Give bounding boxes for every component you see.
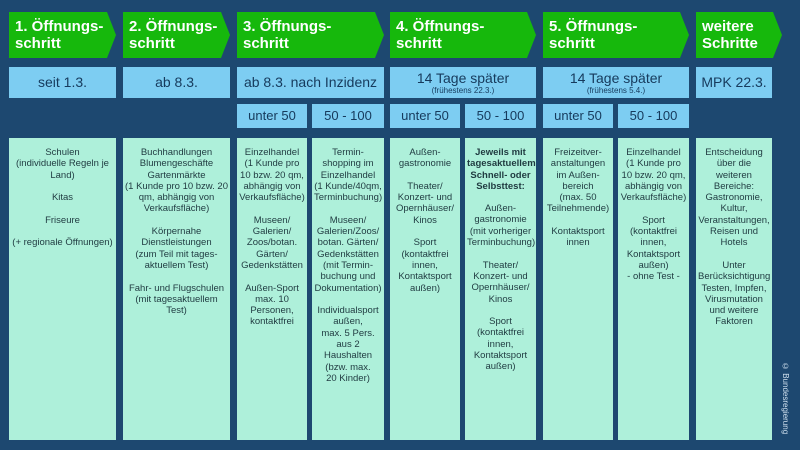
measures-box: Einzelhandel (1 Kunde pro 10 bzw. 20 qm,… — [237, 138, 307, 440]
step-date: ab 8.3. nach Inzidenz — [237, 67, 384, 98]
date-label: 14 Tage später — [569, 69, 663, 86]
measures-box: Entscheidung über die weiteren Bereiche:… — [696, 138, 772, 440]
step-date: seit 1.3. — [9, 67, 116, 98]
step-date: 14 Tage später (frühestens 22.3.) — [390, 67, 536, 98]
step-header: 2. Öffnungs- schritt — [123, 12, 230, 58]
date-note: (frühestens 22.3.) — [431, 85, 495, 95]
step-header: 4. Öffnungs- schritt — [390, 12, 536, 58]
date-label: 14 Tage später — [416, 69, 510, 86]
step-date: 14 Tage später (frühestens 5.4.) — [543, 67, 689, 98]
measures-box: Termin- shopping im Einzelhandel (1 Kund… — [312, 138, 384, 440]
step-header: 5. Öffnungs- schritt — [543, 12, 689, 58]
incidence-label: unter 50 — [237, 104, 307, 128]
incidence-label: 50 - 100 — [465, 104, 536, 128]
incidence-label: unter 50 — [543, 104, 613, 128]
step-header: 3. Öffnungs- schritt — [237, 12, 384, 58]
test-requirement: Jeweils mit tagesaktuellem Schnell- oder… — [467, 147, 536, 192]
date-note: (frühestens 5.4.) — [586, 85, 646, 95]
measures-box: Einzelhandel (1 Kunde pro 10 bzw. 20 qm,… — [618, 138, 689, 440]
incidence-label: 50 - 100 — [618, 104, 689, 128]
step-date: MPK 22.3. — [696, 67, 772, 98]
step-date: ab 8.3. — [123, 67, 230, 98]
copyright: © Bundesregierung — [781, 362, 790, 435]
incidence-label: 50 - 100 — [312, 104, 384, 128]
date-label: seit 1.3. — [37, 74, 88, 90]
measures-box: Jeweils mit tagesaktuellem Schnell- oder… — [465, 138, 536, 440]
date-label: ab 8.3. nach Inzidenz — [243, 74, 378, 90]
incidence-label: unter 50 — [390, 104, 460, 128]
date-label: MPK 22.3. — [701, 74, 767, 90]
measures-box: Schulen (individuelle Regeln je Land) Ki… — [9, 138, 116, 440]
measures-box: Freizeitver- anstaltungen im Außen- bere… — [543, 138, 613, 440]
measures-box: Buchhandlungen Blumengeschäfte Gartenmär… — [123, 138, 230, 440]
step-header: 1. Öffnungs- schritt — [9, 12, 116, 58]
step-header: weitere Schritte — [696, 12, 782, 58]
measures-text: Außen- gastronomie (mit vorheriger Termi… — [467, 203, 536, 373]
measures-box: Außen- gastronomie Theater/ Konzert- und… — [390, 138, 460, 440]
date-label: ab 8.3. — [155, 74, 198, 90]
